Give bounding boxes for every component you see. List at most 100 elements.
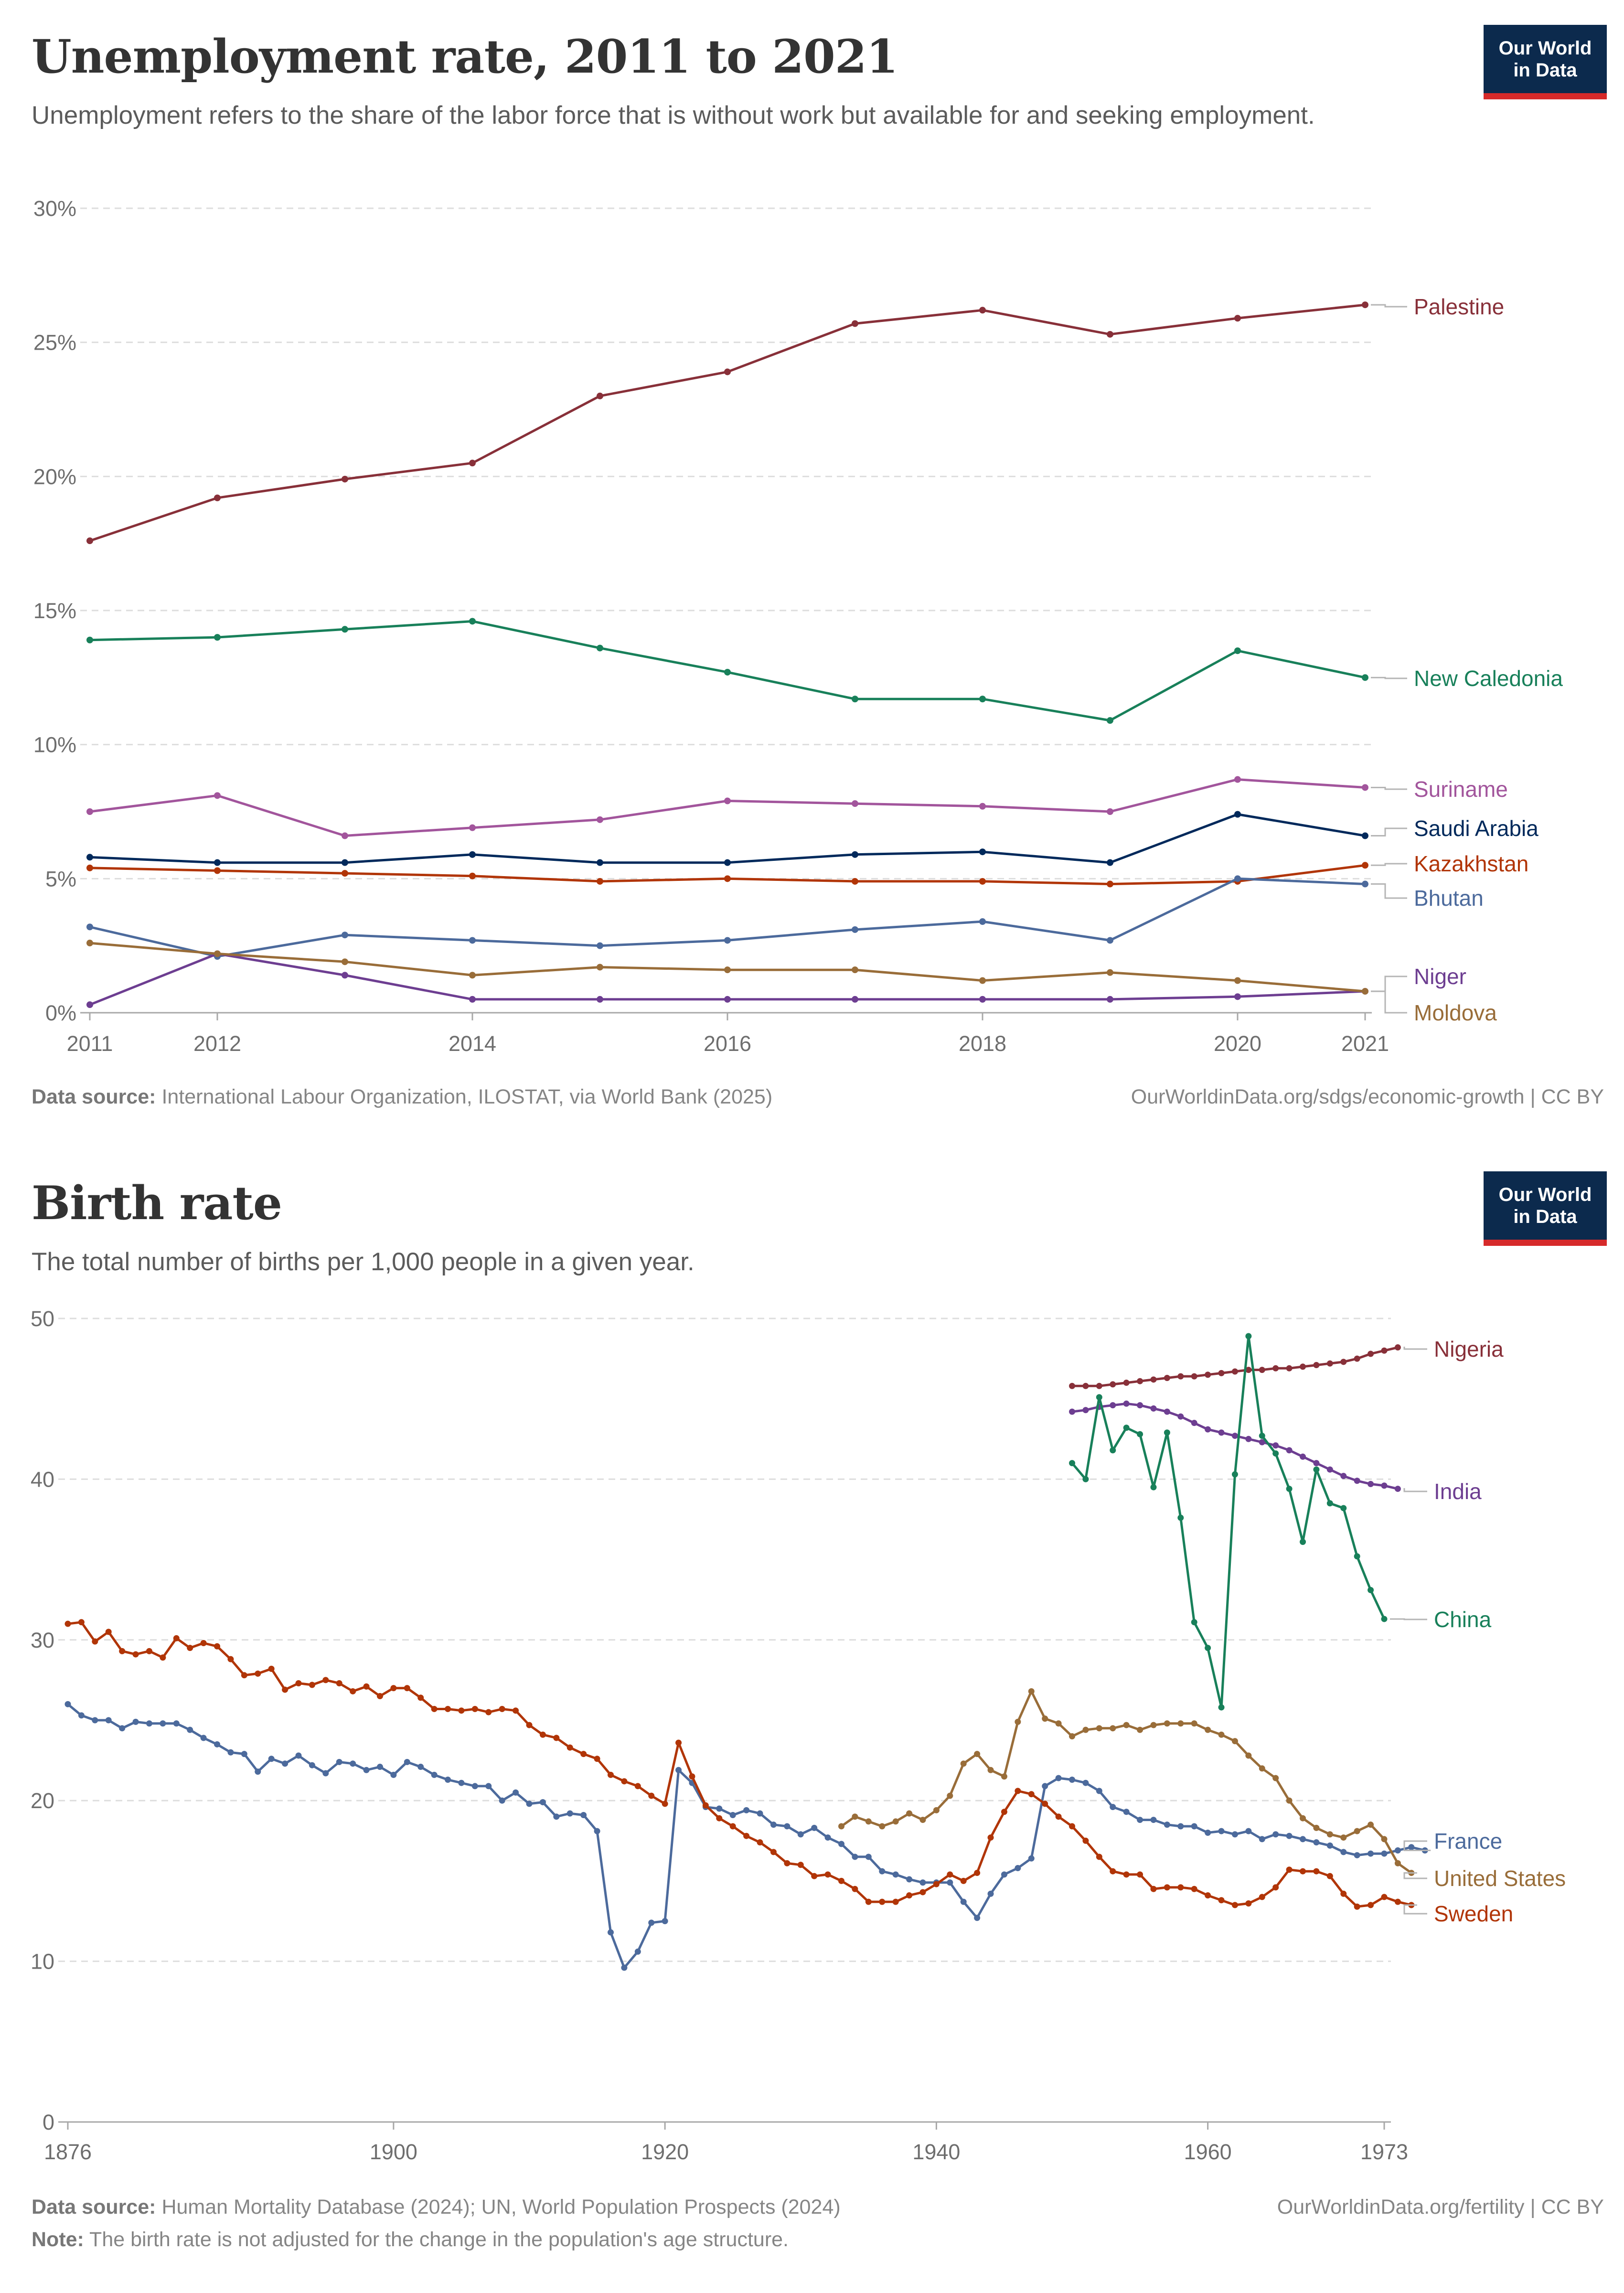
data-point [187, 1645, 193, 1651]
data-point [1259, 1367, 1265, 1373]
series-line-bhutan [89, 877, 1366, 958]
data-point [865, 1854, 872, 1860]
data-point [987, 1834, 994, 1841]
data-point [1042, 1715, 1048, 1722]
data-point [597, 878, 603, 885]
data-point [458, 1707, 465, 1714]
label-leader-line [1371, 304, 1407, 308]
owid-logo[interactable]: Our World in Data [1484, 1171, 1607, 1246]
data-point [214, 634, 221, 641]
data-point [906, 1810, 913, 1817]
unemployment-line-chart: 0% 5% 10% 15% 20% 25% 30% 2011 2012 2014 2016 2018 2… [33, 196, 1563, 1056]
data-point [621, 1778, 628, 1785]
data-point [539, 1799, 546, 1806]
series-line-palestine [89, 303, 1366, 542]
series-label-nigeria: Nigeria [1434, 1337, 1504, 1361]
data-point [539, 1731, 546, 1738]
data-point [1354, 1553, 1360, 1560]
data-point [879, 1898, 886, 1905]
data-point [770, 1822, 777, 1828]
label-leader-line [1403, 1488, 1427, 1492]
x-tick-label: 2018 [959, 1031, 1006, 1056]
series-saudi-arabia: Saudi Arabia [86, 811, 1539, 866]
data-point [1231, 1831, 1238, 1838]
x-tick-label: 2016 [704, 1031, 751, 1056]
data-point [580, 1751, 587, 1757]
data-point [513, 1707, 519, 1714]
data-point [1234, 993, 1241, 1000]
data-point [597, 964, 603, 971]
data-point [1259, 1765, 1265, 1772]
owid-logo[interactable]: Our World in Data [1484, 25, 1607, 99]
data-point [724, 875, 731, 882]
series-label-palestine: Palestine [1414, 294, 1504, 319]
data-source-label: Data source: [32, 1085, 156, 1108]
data-point [648, 1919, 655, 1926]
data-point [597, 996, 603, 1003]
data-point [1107, 880, 1113, 888]
data-point [1368, 1822, 1374, 1828]
label-leader-line [1371, 676, 1407, 679]
data-point [1082, 1726, 1089, 1733]
data-point [86, 854, 93, 861]
data-point [892, 1818, 899, 1825]
data-point [634, 1783, 641, 1789]
data-point [974, 1870, 981, 1876]
x-tick-label: 2014 [449, 1031, 496, 1056]
data-point [417, 1764, 424, 1770]
data-point [1205, 1645, 1211, 1651]
data-point [1191, 1720, 1197, 1727]
data-point [1381, 1850, 1388, 1857]
data-point [200, 1640, 207, 1647]
data-point [200, 1735, 207, 1741]
data-point [1164, 1429, 1170, 1436]
data-point [1069, 1823, 1076, 1830]
source-url[interactable]: OurWorldinData.org/sdgs/economic-growth … [1131, 1085, 1604, 1108]
data-point [1107, 937, 1113, 944]
data-point [979, 878, 986, 885]
data-point [919, 1817, 926, 1823]
data-point [597, 859, 603, 866]
data-point [852, 1854, 858, 1860]
data-point [1368, 1350, 1374, 1357]
data-point [471, 1783, 478, 1789]
data-point [1362, 301, 1368, 309]
data-point [1234, 811, 1241, 818]
series-line-suriname [89, 778, 1366, 837]
y-tick-label: 20% [33, 464, 76, 489]
series-line-china [1071, 1335, 1386, 1709]
data-point [119, 1725, 126, 1732]
data-point [1362, 880, 1368, 888]
data-point [350, 1760, 356, 1767]
data-point [770, 1849, 777, 1855]
data-point [1137, 1871, 1143, 1878]
x-tick-label: 1920 [641, 2140, 689, 2164]
data-point [282, 1760, 288, 1767]
data-point [214, 1643, 221, 1650]
data-point [879, 1868, 886, 1875]
data-point [1368, 1587, 1374, 1594]
data-point [1234, 647, 1241, 654]
data-point [634, 1948, 641, 1955]
source-url[interactable]: OurWorldinData.org/fertility | CC BY [1277, 2196, 1604, 2218]
data-point [784, 1860, 791, 1866]
data-point [1245, 1436, 1252, 1442]
data-point [146, 1720, 152, 1727]
data-point [1218, 1897, 1225, 1904]
data-point [852, 696, 858, 703]
chart-subtitle: Unemployment refers to the share of the … [32, 101, 1315, 129]
data-point [1218, 1704, 1225, 1711]
data-point [1368, 1480, 1374, 1487]
data-point [1326, 1466, 1333, 1473]
series-india: India [1069, 1400, 1482, 1504]
logo-line-1: Our World [1498, 1184, 1592, 1205]
data-point [1107, 808, 1113, 815]
series-france: France [64, 1701, 1502, 1971]
data-point [662, 1918, 668, 1924]
x-tick-label: 2020 [1214, 1031, 1261, 1056]
data-point [729, 1823, 736, 1830]
series-label-sweden: Sweden [1434, 1901, 1513, 1926]
label-leader-line [1371, 975, 1407, 992]
data-point [268, 1665, 275, 1672]
data-point [1069, 1776, 1076, 1783]
